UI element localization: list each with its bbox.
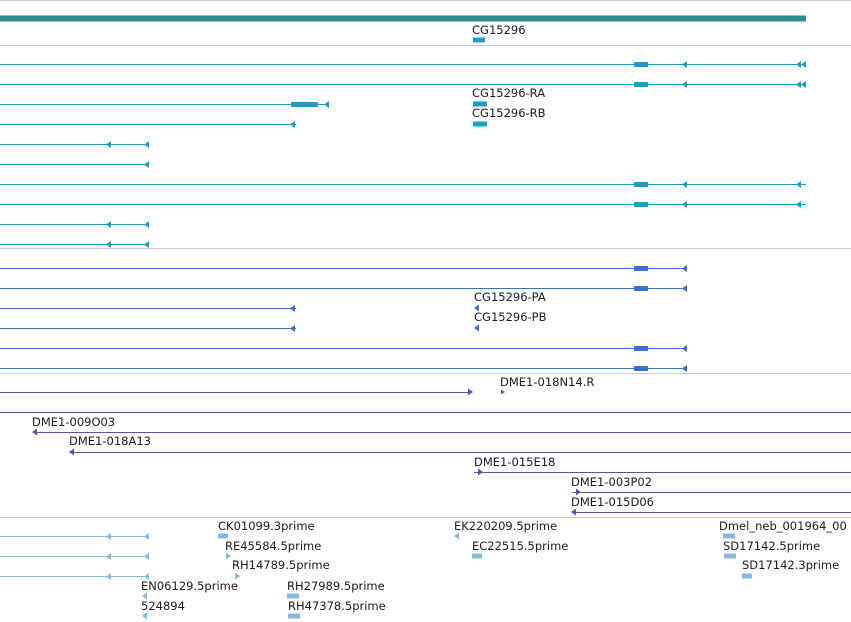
strand-arrow (682, 81, 687, 88)
strand-arrow (682, 181, 687, 188)
strand-arrow (290, 121, 295, 128)
est-block-ck01099 (218, 533, 228, 539)
exon-block (634, 62, 648, 67)
strand-arrow (144, 533, 149, 540)
strand-arrow (682, 285, 687, 292)
exon-block (634, 202, 648, 207)
strand-arrow (796, 61, 801, 68)
strand-arrow (106, 553, 111, 560)
est-label-re45584[interactable]: RE45584.5prime (225, 539, 322, 553)
protein-label-pa[interactable]: CG15296-PA (474, 290, 546, 304)
exon-block-ra (473, 101, 487, 107)
clone-label-018a13[interactable]: DME1-018A13 (69, 434, 151, 448)
est-label-en06129[interactable]: EN06129.5prime (141, 579, 238, 593)
est-label-sd17142-5[interactable]: SD17142.5prime (723, 539, 821, 553)
strand-arrow (106, 221, 111, 228)
est-block-dmel-neb (723, 533, 735, 539)
gene-label-cg15296[interactable]: CG15296 (472, 23, 526, 37)
clone-label-009o03[interactable]: DME1-009O03 (32, 415, 116, 429)
est-arrow-524894 (142, 612, 147, 620)
clone-label-015d06[interactable]: DME1-015D06 (571, 495, 654, 509)
strand-arrow (144, 141, 149, 148)
strand-arrow (106, 533, 111, 540)
est-arrow-ek220209 (454, 532, 459, 540)
strand-arrow (682, 345, 687, 352)
strand-arrow (682, 265, 687, 272)
est-block-rh47378 (288, 613, 300, 619)
strand-arrow (682, 61, 687, 68)
strand-arrow (106, 241, 111, 248)
protein-label-pb[interactable]: CG15296-PB (474, 310, 547, 324)
strand-arrow (144, 573, 149, 580)
est-label-ck01099[interactable]: CK01099.3prime (218, 519, 315, 533)
clone-arrow-018a13 (69, 448, 74, 456)
clone-arrow-015d06 (571, 508, 576, 516)
est-label-ec22515[interactable]: EC22515.5prime (472, 539, 569, 553)
strand-arrow (796, 81, 801, 88)
est-label-ek220209[interactable]: EK220209.5prime (454, 519, 558, 533)
est-arrow-re45584 (226, 552, 231, 560)
protein-block (634, 266, 648, 271)
strand-arrow (144, 241, 149, 248)
protein-arrow-pa (474, 304, 479, 312)
strand-arrow (106, 141, 111, 148)
clone-label-018n14[interactable]: DME1-018N14.R (500, 375, 595, 389)
strand-arrow (682, 365, 687, 372)
strand-arrow (290, 305, 295, 312)
est-label-524894[interactable]: 524894 (141, 599, 185, 613)
protein-block (634, 366, 648, 371)
exon-block (291, 102, 318, 107)
strand-arrow (801, 61, 806, 68)
clone-arrow-015e18 (478, 468, 483, 476)
protein-arrow-pb (474, 324, 479, 332)
est-block-sd17142-3 (742, 573, 752, 579)
protein-block (634, 346, 648, 351)
clone-arrow-018n14 (501, 389, 505, 395)
transcript-label-ra[interactable]: CG15296-RA (472, 86, 546, 100)
clone-label-015e18[interactable]: DME1-015E18 (474, 455, 556, 469)
est-label-rh27989[interactable]: RH27989.5prime (287, 579, 385, 593)
exon-block (634, 182, 648, 187)
strand-arrow (796, 181, 801, 188)
est-label-dmel-neb[interactable]: Dmel_neb_001964_00 (719, 519, 847, 533)
strand-arrow (144, 553, 149, 560)
est-arrow-rh14789 (235, 572, 240, 580)
gene-span-bar (0, 15, 806, 22)
strand-arrow (324, 101, 329, 108)
strand-arrow (144, 161, 149, 168)
strand-arrow (290, 325, 295, 332)
clone-arrow (468, 388, 473, 396)
clone-label-003p02[interactable]: DME1-003P02 (571, 475, 653, 489)
transcript-label-rb[interactable]: CG15296-RB (472, 106, 546, 120)
est-block-ec22515 (472, 553, 482, 559)
clone-arrow-009o03 (32, 428, 37, 436)
strand-arrow (682, 201, 687, 208)
strand-arrow (144, 221, 149, 228)
est-label-rh14789[interactable]: RH14789.5prime (232, 558, 330, 572)
est-block-sd17142-5 (724, 553, 736, 559)
strand-arrow (801, 81, 806, 88)
exon-block (634, 82, 648, 87)
strand-arrow (796, 201, 801, 208)
est-arrow-en06129 (142, 592, 147, 600)
est-label-sd17142-3[interactable]: SD17142.3prime (742, 558, 840, 572)
est-label-rh47378[interactable]: RH47378.5prime (288, 599, 386, 613)
exon-block-rb (473, 121, 487, 127)
protein-block (634, 286, 648, 291)
est-block-rh27989 (287, 593, 299, 599)
strand-arrow (106, 573, 111, 580)
gene-feature-cg15296 (473, 37, 485, 43)
clone-arrow-003p02 (576, 488, 581, 496)
